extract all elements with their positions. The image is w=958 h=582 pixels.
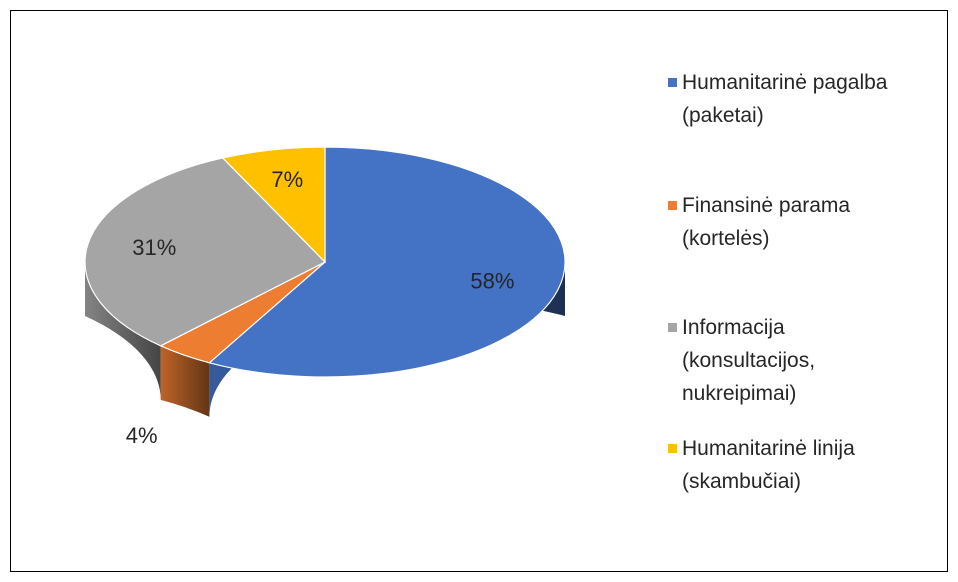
legend-swatch bbox=[668, 323, 677, 332]
slice-side bbox=[160, 345, 210, 417]
slice bbox=[221, 146, 326, 264]
legend-label: Informacija (konsultacijos, nukreipimai) bbox=[682, 316, 816, 405]
slice bbox=[84, 157, 327, 347]
legend-item: Informacija (konsultacijos, nukreipimai) bbox=[660, 311, 900, 410]
slice bbox=[208, 146, 566, 378]
legend-label: Humanitarinė linija (skambučiai) bbox=[682, 437, 855, 493]
legend-label: Humanitarinė pagalba (paketai) bbox=[682, 71, 888, 127]
data-label: 4% bbox=[126, 423, 158, 448]
legend-label: Finansinė parama (kortelės) bbox=[682, 194, 851, 250]
data-label: 58% bbox=[470, 268, 514, 293]
data-label: 7% bbox=[271, 167, 303, 192]
legend-item: Humanitarinė linija (skambučiai) bbox=[660, 432, 900, 498]
legend-swatch bbox=[668, 201, 677, 210]
legend-swatch bbox=[668, 444, 677, 453]
legend-item: Finansinė parama (kortelės) bbox=[660, 189, 900, 255]
legend-swatch bbox=[668, 78, 677, 87]
frame bbox=[10, 10, 948, 572]
legend-item: Humanitarinė pagalba (paketai) bbox=[660, 66, 900, 132]
data-label: 31% bbox=[132, 235, 176, 260]
